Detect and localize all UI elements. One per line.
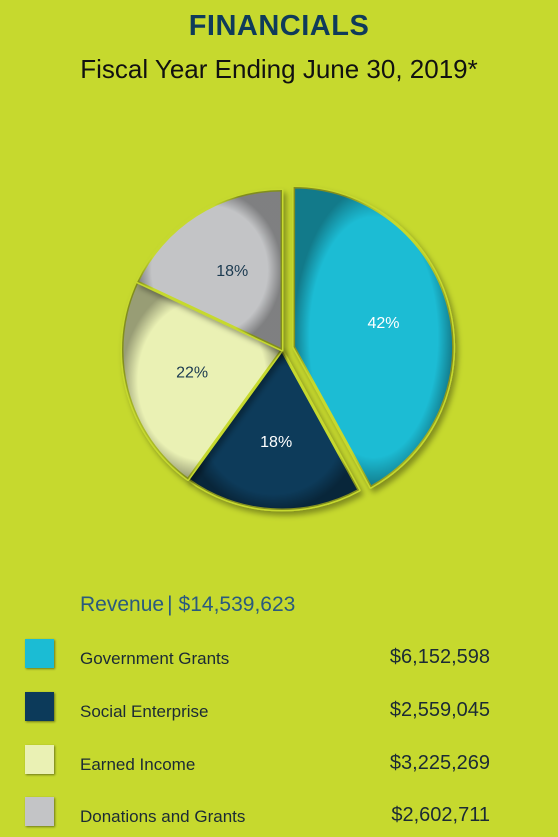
legend-swatch-earned-income (25, 745, 54, 774)
legend-swatch-government-grants (25, 639, 54, 668)
revenue-label: Revenue (80, 593, 165, 616)
pie-chart: 42% 18% 22% 18% (120, 185, 456, 512)
legend-row-earned-income: Earned Income $3,225,269 (0, 745, 558, 777)
pie-label-donations-and-grants: 18% (216, 263, 248, 280)
legend-amount: $6,152,598 (389, 646, 490, 668)
legend-label: Government Grants (80, 649, 230, 668)
chart-title: FINANCIALS (188, 10, 370, 42)
revenue-total: Revenue | $14,539,623 (80, 593, 295, 617)
legend-swatch-social-enterprise (25, 692, 54, 721)
legend-label: Social Enterprise (80, 702, 209, 721)
legend-amount: $2,559,045 (389, 699, 490, 721)
pie-slices (120, 185, 456, 512)
legend-amount: $3,225,269 (389, 752, 490, 774)
pie-label-government-grants: 42% (367, 315, 399, 332)
legend-row-government-grants: Government Grants $6,152,598 (0, 639, 558, 671)
revenue-value: $14,539,623 (178, 593, 296, 616)
revenue-separator: | (167, 593, 173, 616)
chart-subtitle: Fiscal Year Ending June 30, 2019* (80, 54, 478, 84)
pie-labels: 42% 18% 22% 18% (176, 263, 399, 451)
legend-amount: $2,602,711 (391, 804, 490, 826)
pie-label-social-enterprise: 18% (260, 434, 292, 451)
legend-row-donations-and-grants: Donations and Grants $2,602,711 (0, 797, 558, 829)
pie-label-earned-income: 22% (176, 364, 208, 381)
legend-swatch-donations-and-grants (25, 797, 54, 826)
legend-label: Earned Income (80, 755, 196, 774)
legend-row-social-enterprise: Social Enterprise $2,559,045 (0, 692, 558, 724)
legend-label: Donations and Grants (80, 807, 246, 826)
